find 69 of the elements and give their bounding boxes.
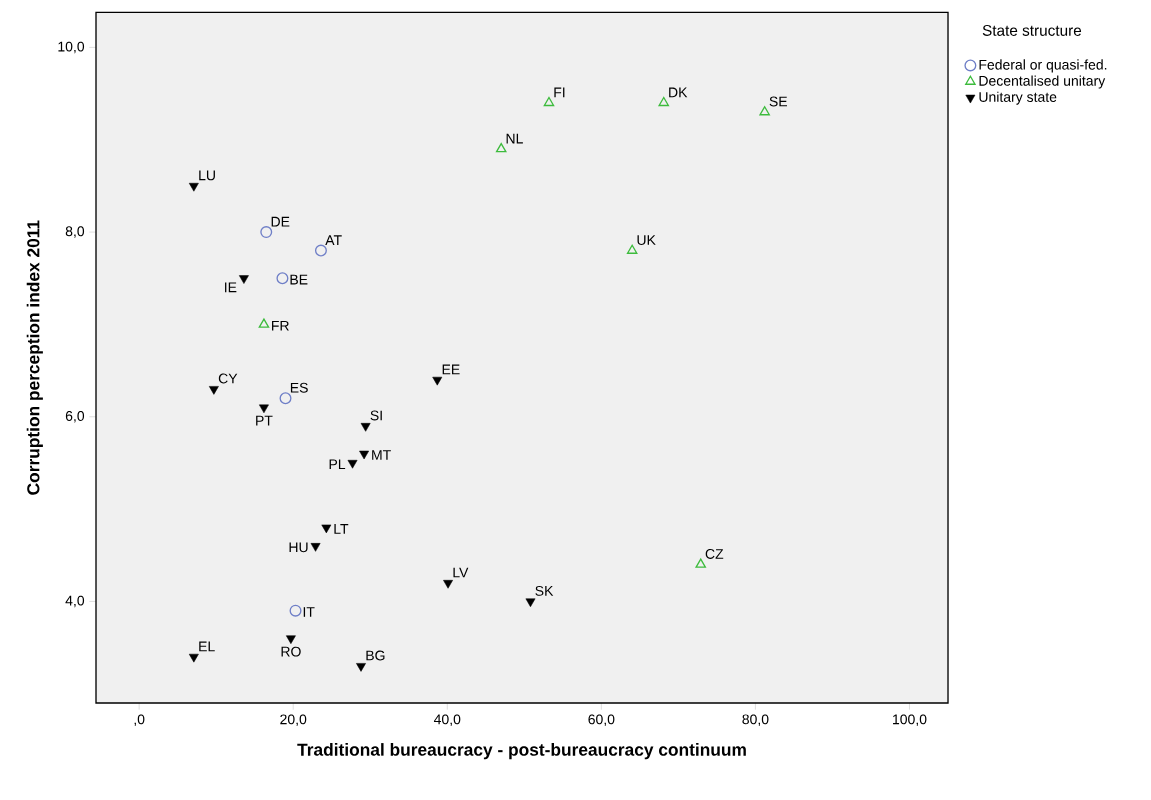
y-tick-label: 4,0	[65, 595, 85, 608]
point	[286, 635, 296, 644]
annotation: ES	[290, 382, 308, 393]
y-axis-title: Corruption perception index 2011	[26, 220, 43, 495]
annotation: BG	[366, 650, 385, 661]
annotation: HU	[289, 542, 308, 553]
annotation: LV	[453, 567, 469, 578]
x-tick-label: 100,0	[893, 714, 927, 726]
legend-label: Federal or quasi-fed.	[979, 59, 1107, 73]
point	[188, 653, 199, 663]
point	[525, 598, 536, 608]
point	[289, 604, 302, 617]
annotation: BE	[290, 274, 308, 285]
point	[443, 580, 453, 589]
annotation: MT	[372, 450, 391, 460]
annotation: AT	[325, 235, 342, 245]
annotation: LT	[334, 524, 349, 534]
point	[626, 244, 638, 254]
annotation: CY	[218, 373, 238, 384]
legend-label: Decentalised unitary	[979, 75, 1106, 89]
annotation: FR	[272, 320, 289, 331]
annotation: DE	[271, 216, 290, 227]
point	[279, 392, 292, 405]
legend-label: Unitary state	[979, 91, 1057, 105]
x-axis-title: Traditional bureaucracy - post-bureaucracy continuum	[297, 743, 746, 760]
annotation: NL	[506, 133, 523, 144]
point	[310, 543, 321, 552]
annotation: IT	[303, 607, 315, 617]
annotation: EL	[199, 641, 215, 652]
point	[495, 142, 507, 153]
y-tick-label: 8,0	[65, 226, 85, 238]
x-tick-label: ,0	[134, 714, 145, 726]
x-tick-label: 20,0	[280, 714, 307, 726]
point	[347, 459, 358, 469]
annotation: UK	[637, 235, 656, 245]
annotation: IE	[225, 282, 237, 293]
x-tick-label: 80,0	[742, 714, 769, 726]
point	[360, 423, 371, 432]
annotation: SE	[769, 96, 787, 107]
point	[314, 244, 327, 257]
point	[276, 272, 289, 285]
annotation: PT	[256, 415, 273, 426]
y-tick-label: 6,0	[65, 410, 85, 423]
x-tick-label: 60,0	[588, 714, 615, 726]
point	[260, 226, 273, 239]
point	[208, 386, 219, 395]
annotation: RO	[281, 646, 301, 657]
point	[359, 450, 369, 460]
point	[188, 182, 199, 192]
annotation: PL	[329, 459, 346, 470]
annotation: FI	[554, 87, 565, 98]
point	[543, 96, 555, 107]
annotation: CZ	[705, 548, 724, 559]
y-tick-label: 10,0	[58, 41, 85, 54]
x-tick-label: 40,0	[433, 714, 461, 726]
annotation: SI	[370, 410, 382, 421]
legend-title: State structure	[982, 25, 1082, 36]
point	[658, 96, 670, 107]
annotation: SK	[535, 585, 554, 596]
point	[239, 275, 249, 284]
point	[258, 318, 270, 328]
point	[321, 524, 332, 534]
point	[432, 376, 443, 386]
point	[759, 106, 770, 116]
annotation: DK	[669, 87, 688, 98]
annotation: LU	[199, 170, 215, 181]
annotation: EE	[442, 364, 460, 375]
point	[259, 404, 269, 414]
point	[356, 663, 366, 672]
